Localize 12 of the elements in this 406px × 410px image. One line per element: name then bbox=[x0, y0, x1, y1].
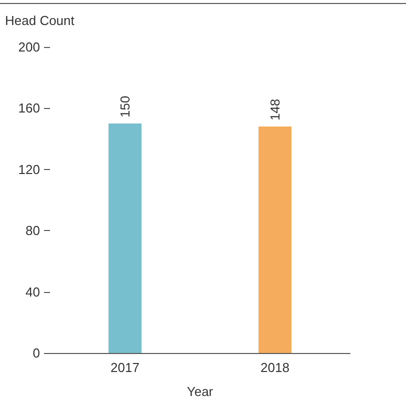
x-tick-label: 2017 bbox=[110, 360, 140, 375]
data-label: 150 bbox=[118, 96, 132, 118]
y-tick-label: 40 bbox=[26, 284, 40, 300]
x-axis-title: Year bbox=[186, 384, 214, 399]
y-axis-title: Head Count bbox=[5, 13, 75, 28]
y-tick-label: 200 bbox=[18, 40, 40, 54]
y-tick-label: 80 bbox=[26, 223, 40, 238]
x-tick-label: 2018 bbox=[260, 360, 290, 375]
y-tick-label: 120 bbox=[18, 162, 40, 177]
data-label: 148 bbox=[268, 98, 282, 121]
y-tick-label: 160 bbox=[18, 100, 40, 116]
y-tick-label: 0 bbox=[32, 346, 40, 360]
